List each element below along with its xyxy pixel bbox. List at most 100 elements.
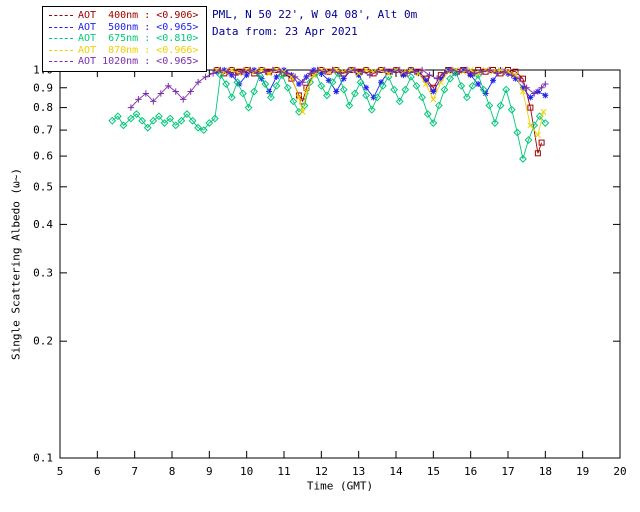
asterisk-marker	[445, 67, 452, 73]
plus-marker	[314, 66, 321, 74]
diamond-marker	[283, 83, 292, 92]
x-marker	[299, 108, 306, 115]
diamond-marker	[108, 116, 117, 125]
x-tick-label: 15	[427, 465, 440, 478]
legend-item: AOT 675nm : <0.810>	[49, 33, 198, 45]
plus-marker	[530, 90, 538, 97]
plus-marker	[389, 68, 396, 75]
plus-marker	[247, 66, 254, 74]
diamond-marker	[113, 112, 122, 121]
y-tick-label: 0.1	[33, 452, 53, 465]
diamond-marker	[194, 123, 203, 132]
diamond-marker	[485, 101, 494, 110]
plus-marker	[471, 70, 478, 77]
plot-frame	[59, 69, 621, 459]
diamond-marker	[119, 121, 128, 130]
plus-marker	[224, 68, 232, 75]
diamond-marker	[328, 78, 337, 87]
asterisk-marker	[318, 70, 325, 77]
plus-marker	[157, 90, 164, 97]
plus-marker	[165, 82, 172, 90]
square-marker	[370, 70, 377, 77]
plot-header: PML, N 50 22', W 04 08', Alt 0m Data fro…	[212, 6, 417, 40]
x-marker	[437, 79, 444, 86]
x-marker	[288, 73, 295, 80]
asterisk-marker	[490, 77, 497, 84]
plus-marker	[426, 71, 433, 79]
diamond-marker	[239, 89, 247, 98]
asterisk-marker	[422, 77, 429, 84]
legend-label: AOT 400nm : <0.906>	[78, 10, 199, 21]
asterisk-marker	[251, 67, 258, 73]
asterisk-marker	[295, 81, 302, 88]
diamond-marker	[468, 81, 477, 90]
asterisk-marker	[534, 88, 541, 95]
asterisk-marker	[243, 72, 250, 79]
diamond-marker	[474, 71, 483, 80]
plus-marker	[418, 66, 426, 74]
x-axis-label: Time (GMT)	[306, 479, 374, 493]
diamond-marker	[171, 121, 180, 130]
diamond-marker	[177, 116, 186, 125]
plus-marker	[127, 104, 135, 111]
asterisk-marker	[400, 72, 407, 79]
diamond-marker	[345, 101, 354, 110]
diamond-marker	[323, 91, 331, 100]
square-marker	[534, 150, 541, 157]
x-tick-label: 8	[169, 465, 176, 478]
legend-line-sample	[49, 61, 73, 63]
diamond-marker	[289, 97, 298, 106]
x-marker	[430, 96, 437, 103]
asterisk-marker	[333, 88, 340, 95]
x-tick-label: 18	[539, 465, 552, 478]
plus-marker	[269, 66, 276, 74]
plus-marker	[277, 68, 284, 75]
diamond-marker	[356, 78, 365, 87]
plus-marker	[262, 68, 269, 75]
diamond-marker	[513, 128, 522, 137]
x-marker	[422, 81, 429, 88]
plus-marker	[501, 68, 508, 75]
asterisk-marker	[340, 75, 347, 82]
diamond-marker	[401, 85, 410, 94]
diamond-marker	[300, 101, 309, 110]
plus-marker	[254, 70, 262, 77]
x-tick-label: 16	[464, 465, 477, 478]
plus-marker	[351, 66, 359, 74]
asterisk-marker	[228, 72, 235, 79]
plus-marker	[448, 66, 456, 74]
diamond-marker	[429, 119, 438, 127]
legend-label: AOT 675nm : <0.810>	[78, 33, 199, 44]
plus-marker	[542, 80, 549, 88]
x-tick-label: 10	[240, 465, 253, 478]
plus-marker	[299, 79, 306, 86]
plus-marker	[239, 68, 247, 75]
y-tick-label: 0.8	[33, 101, 53, 114]
plus-marker	[329, 66, 336, 74]
x-tick-label: 19	[576, 465, 589, 478]
diamond-marker	[306, 78, 315, 87]
plus-marker	[508, 71, 515, 79]
plus-marker	[463, 66, 471, 74]
series-line-aot-675nm	[112, 70, 546, 160]
asterisk-marker	[266, 88, 273, 95]
diamond-marker	[183, 110, 191, 118]
asterisk-marker	[385, 68, 392, 75]
x-tick-label: 17	[501, 465, 514, 478]
diamond-marker	[317, 81, 326, 90]
x-marker	[303, 88, 310, 95]
diamond-marker	[373, 93, 382, 102]
diamond-marker	[188, 116, 197, 125]
plus-marker	[306, 70, 314, 77]
plus-marker	[142, 90, 150, 97]
x-marker	[527, 122, 534, 129]
legend-item: AOT 500nm : <0.965>	[49, 22, 198, 34]
plus-marker	[404, 70, 411, 77]
x-marker	[519, 88, 526, 95]
asterisk-marker	[467, 72, 474, 79]
asterisk-marker	[519, 84, 526, 91]
y-tick-label: 0.5	[33, 180, 53, 193]
legend-item: AOT 1020nm : <0.965>	[49, 56, 198, 68]
